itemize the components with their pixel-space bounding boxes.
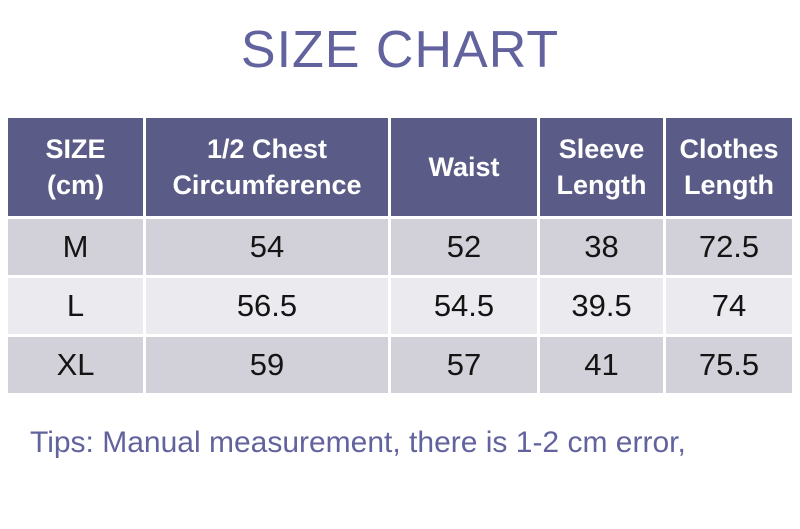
chest-cell: 54: [146, 219, 388, 275]
header-row: SIZE (cm) 1/2 Chest Circumference Waist …: [8, 118, 792, 216]
col-header-size: SIZE (cm): [8, 118, 144, 216]
col-header-waist: Waist: [390, 118, 538, 216]
waist-cell: 54.5: [390, 278, 538, 334]
sleeve-cell: 38: [540, 219, 663, 275]
col-header-clothes: Clothes Length: [666, 118, 792, 216]
table-row-l: L 56.5 54.5 39.5 74: [8, 278, 792, 334]
table-row-m: M 54 52 38 72.5: [8, 219, 792, 275]
chest-cell: 59: [146, 337, 388, 393]
size-table-header: SIZE (cm) 1/2 Chest Circumference Waist …: [8, 118, 792, 216]
size-cell: M: [8, 219, 144, 275]
col-header-sleeve: Sleeve Length: [540, 118, 663, 216]
size-table-body: M 54 52 38 72.5 L 56.5 54.5 39.5 74 XL 5…: [8, 219, 792, 393]
chest-cell: 56.5: [146, 278, 388, 334]
size-cell: XL: [8, 337, 144, 393]
clothes-cell: 75.5: [666, 337, 792, 393]
col-header-chest: 1/2 Chest Circumference: [146, 118, 388, 216]
size-table: SIZE (cm) 1/2 Chest Circumference Waist …: [5, 115, 795, 396]
tips-note: Tips: Manual measurement, there is 1-2 c…: [30, 426, 686, 459]
page-title: SIZE CHART: [240, 21, 560, 79]
waist-cell: 52: [390, 219, 538, 275]
sleeve-cell: 39.5: [540, 278, 663, 334]
table-row-xl: XL 59 57 41 75.5: [8, 337, 792, 393]
waist-cell: 57: [390, 337, 538, 393]
sleeve-cell: 41: [540, 337, 663, 393]
clothes-cell: 74: [666, 278, 792, 334]
size-cell: L: [8, 278, 144, 334]
clothes-cell: 72.5: [666, 219, 792, 275]
